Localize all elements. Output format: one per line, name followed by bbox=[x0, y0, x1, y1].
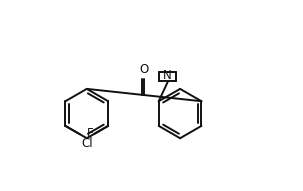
Text: F: F bbox=[87, 127, 93, 140]
Text: Cl: Cl bbox=[81, 137, 93, 150]
Text: O: O bbox=[139, 63, 149, 76]
Text: N: N bbox=[163, 69, 172, 82]
